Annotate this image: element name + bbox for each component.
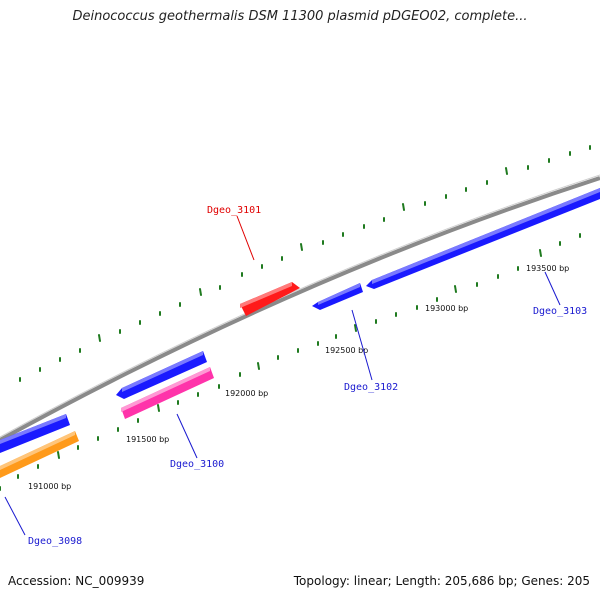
inner-tick-track bbox=[0, 233, 581, 491]
leader-dgeo-3098 bbox=[4, 496, 26, 536]
map-title: Deinococcus geothermalis DSM 11300 plasm… bbox=[72, 9, 528, 24]
leader-dgeo-3100 bbox=[176, 413, 198, 459]
outer-tick-track bbox=[19, 145, 591, 382]
backbone-line-highlight bbox=[0, 174, 600, 438]
gene-label-dgeo-3103[interactable]: Dgeo_3103 bbox=[533, 306, 587, 317]
leader-dgeo-3103 bbox=[544, 271, 561, 306]
gene-label-dgeo-3098[interactable]: Dgeo_3098 bbox=[28, 536, 82, 547]
scale-label-191000: 191000 bp bbox=[28, 482, 71, 491]
gene-label-dgeo-3100[interactable]: Dgeo_3100 bbox=[170, 459, 224, 470]
summary-text: Topology: linear; Length: 205,686 bp; Ge… bbox=[293, 574, 590, 588]
scale-label-193500: 193500 bp bbox=[526, 264, 569, 273]
scale-label-192000: 192000 bp bbox=[225, 389, 268, 398]
scale-label-192500: 192500 bp bbox=[325, 346, 368, 355]
gene-label-dgeo-3101[interactable]: Dgeo_3101 bbox=[207, 205, 261, 216]
gene-label-dgeo-3102[interactable]: Dgeo_3102 bbox=[344, 382, 398, 393]
gene-dgeo-3097-arrow[interactable] bbox=[0, 414, 70, 453]
scale-label-191500: 191500 bp bbox=[126, 435, 169, 444]
accession-text: Accession: NC_009939 bbox=[8, 574, 145, 588]
gene-dgeo-3101-arrow[interactable] bbox=[240, 282, 300, 316]
leader-dgeo-3101 bbox=[236, 215, 255, 261]
gene-dgeo-3102-arrow[interactable] bbox=[312, 283, 363, 310]
backbone-line bbox=[0, 176, 600, 442]
scale-label-193000: 193000 bp bbox=[425, 304, 468, 313]
gene-dgeo-3099-arrow[interactable] bbox=[116, 351, 207, 399]
gene-dgeo-3100-arrow[interactable] bbox=[121, 367, 214, 419]
leader-dgeo-3102 bbox=[351, 309, 373, 381]
gene-dgeo-3098-arrow[interactable] bbox=[0, 431, 79, 478]
gene-dgeo-3103-arrow[interactable] bbox=[366, 188, 600, 289]
